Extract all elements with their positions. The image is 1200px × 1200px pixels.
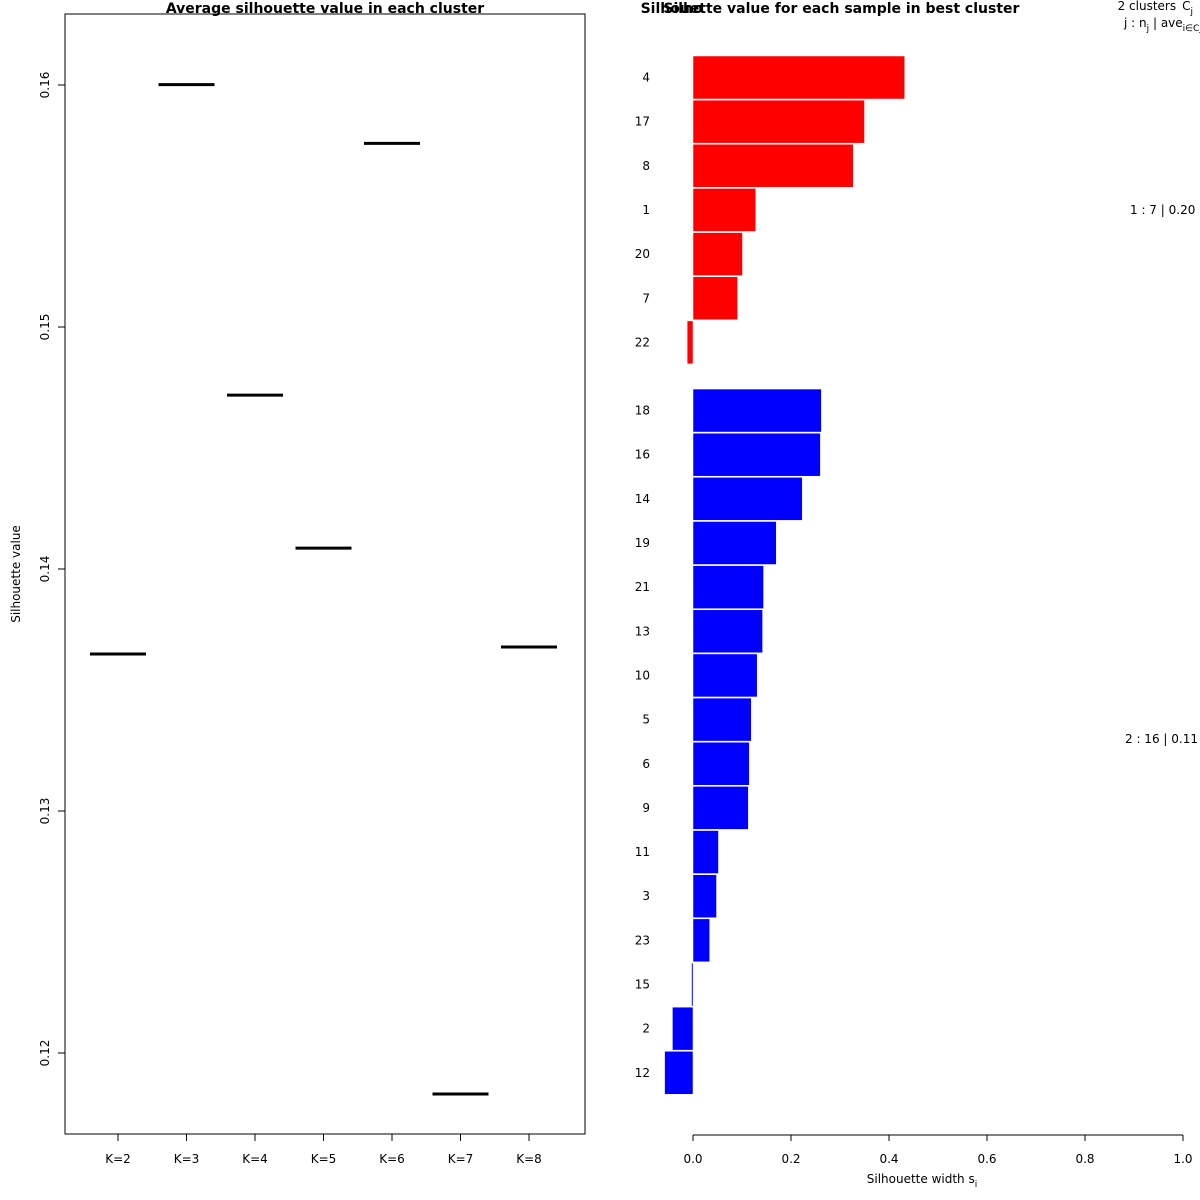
x-tick-label: K=8 xyxy=(516,1152,542,1166)
sample-label: 6 xyxy=(642,757,650,771)
right-panel: Silhouette value for each sample in best… xyxy=(635,0,1200,1190)
legend-header-line1: 2 clusters Cj xyxy=(1118,0,1193,17)
silhouette-bar xyxy=(692,99,865,144)
x-tick-label: K=2 xyxy=(105,1152,131,1166)
silhouette-bar xyxy=(692,432,821,477)
sample-label: 12 xyxy=(635,1066,650,1080)
x-tick-group: 0.0 0.2 0.4 0.6 0.8 1.0 xyxy=(683,1135,1193,1166)
left-y-axis-label: Silhouette value xyxy=(9,525,23,623)
x-tick-label: 0.6 xyxy=(977,1152,996,1166)
silhouette-bar xyxy=(692,188,756,232)
sample-label: 15 xyxy=(635,978,650,992)
cluster-summary: 1 : 7 | 0.20 xyxy=(1130,203,1195,217)
x-tick-label: 1.0 xyxy=(1173,1152,1192,1166)
sample-label: 18 xyxy=(635,404,650,418)
y-tick-label: 0.15 xyxy=(38,314,52,341)
silhouette-bar xyxy=(692,521,777,565)
silhouette-bar xyxy=(672,1006,694,1051)
sample-label: 11 xyxy=(635,845,650,859)
sample-label: 22 xyxy=(635,335,650,349)
left-chart-title: Average silhouette value in each cluster xyxy=(166,1,484,17)
x-tick-label: 0.0 xyxy=(683,1152,702,1166)
silhouette-bar xyxy=(686,320,694,365)
silhouette-bar xyxy=(692,232,743,276)
left-plot-frame xyxy=(64,13,586,1135)
sample-label: 8 xyxy=(642,159,650,173)
sample-label: 1 xyxy=(642,203,650,217)
legend-header-line2: j : nj | avei∈Cj si xyxy=(1123,16,1200,34)
silhouette-bar xyxy=(692,742,750,786)
sample-label: 17 xyxy=(635,115,650,129)
silhouette-bar xyxy=(692,276,738,320)
sample-label: 7 xyxy=(642,291,650,305)
x-tick-label: 0.4 xyxy=(879,1152,898,1166)
right-chart-title-overlap: Silho xyxy=(663,1,703,17)
silhouette-bar xyxy=(692,697,752,742)
silhouette-bar xyxy=(692,786,749,830)
sample-label: 14 xyxy=(635,492,650,506)
x-tick-label: K=3 xyxy=(174,1152,200,1166)
average-silhouette-marks xyxy=(90,83,557,1096)
x-tick-label: K=4 xyxy=(242,1152,268,1166)
y-tick-label: 0.14 xyxy=(38,556,52,583)
sample-label: 10 xyxy=(635,668,650,682)
silhouette-bar xyxy=(692,918,710,963)
sample-label: 21 xyxy=(635,580,650,594)
silhouette-bar xyxy=(692,55,905,100)
sample-label: 16 xyxy=(635,448,650,462)
silhouette-bar xyxy=(692,874,717,918)
sample-label: 23 xyxy=(635,933,650,947)
sample-label: 19 xyxy=(635,536,650,550)
silhouette-bar xyxy=(692,565,764,609)
y-tick-label: 0.16 xyxy=(38,72,52,99)
x-tick-label: K=7 xyxy=(448,1152,474,1166)
sample-label: 9 xyxy=(642,801,650,815)
sample-label: 3 xyxy=(642,889,650,903)
right-x-axis-label: Silhouette width si xyxy=(867,1172,978,1190)
silhouette-bar xyxy=(692,653,758,698)
sample-label: 4 xyxy=(642,71,650,85)
silhouette-bar xyxy=(691,962,694,1007)
silhouette-bar xyxy=(692,830,719,874)
silhouette-bar xyxy=(692,144,854,188)
x-tick-label: 0.8 xyxy=(1075,1152,1094,1166)
left-panel: Average silhouette value in each cluster… xyxy=(9,1,586,1166)
silhouette-bar xyxy=(692,477,803,521)
silhouette-bar xyxy=(692,388,822,433)
cluster-summary: 2 : 16 | 0.11 xyxy=(1125,732,1198,746)
y-tick-label: 0.13 xyxy=(38,798,52,825)
x-tick-label: 0.2 xyxy=(781,1152,800,1166)
x-tick-label: K=6 xyxy=(379,1152,405,1166)
x-tick-group: K=2 K=3 K=4 K=5 K=6 K=7 K=8 xyxy=(105,1134,542,1166)
sample-label: 13 xyxy=(635,624,650,638)
right-chart-title: Silhouette value for each sample in best… xyxy=(641,1,1020,17)
sample-label: 2 xyxy=(642,1022,650,1036)
sample-label: 5 xyxy=(642,713,650,727)
silhouette-bars xyxy=(664,55,905,1095)
sample-labels: 4 17 8 1 20 7 22 18 16 14 19 21 13 10 5 6 9 11 3 23 15 2 12 xyxy=(635,71,650,1080)
silhouette-bar xyxy=(664,1051,694,1095)
sample-label: 20 xyxy=(635,247,650,261)
y-tick-label: 0.12 xyxy=(38,1040,52,1067)
silhouette-bar xyxy=(692,609,763,654)
x-tick-label: K=5 xyxy=(311,1152,337,1166)
